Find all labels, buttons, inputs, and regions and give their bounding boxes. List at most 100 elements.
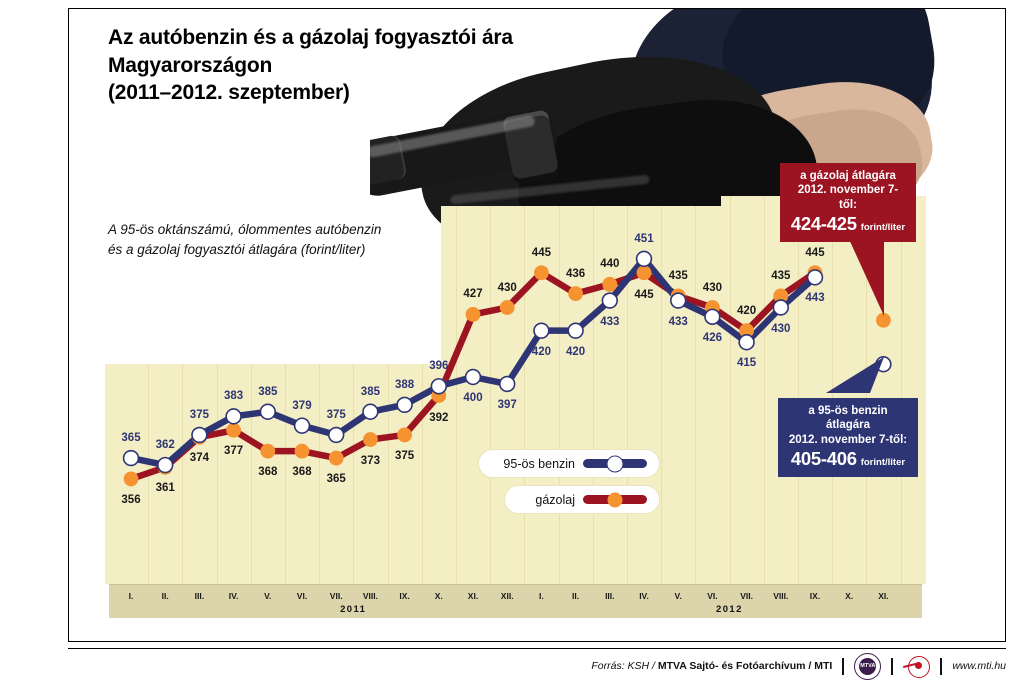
benzin-data-label: 385 [258,385,278,398]
x-axis-tick-label: VII. [740,591,753,601]
benzin-data-point[interactable] [806,269,824,286]
benzin-data-label: 426 [702,331,722,344]
grid-line [626,206,628,584]
gazolaj-data-label: 445 [531,246,551,259]
fuel-nozzle-photo [330,9,950,259]
gazolaj-data-point[interactable] [226,422,241,438]
benzin-data-label: 375 [326,408,346,421]
benzin-data-point[interactable] [669,292,687,309]
gazolaj-data-point[interactable] [534,265,549,281]
benzin-data-label: 415 [737,357,757,370]
benzin-data-label: 385 [360,385,380,398]
gazolaj-data-point[interactable] [294,443,310,459]
gazolaj-data-label: 373 [360,454,380,467]
benzin-data-point[interactable] [499,375,516,393]
gazolaj-data-label: 368 [292,466,312,479]
grid-line [421,364,423,584]
grid-line [661,206,663,584]
legend-item-gazolaj[interactable]: gázolaj [505,486,659,513]
legend-item-benzin[interactable]: 95-ös benzin [479,450,659,477]
gazolaj-data-point[interactable] [773,288,789,304]
mtva-logo-text: MTVA [859,657,877,675]
gazolaj-callout-unit: forint/liter [860,222,906,234]
x-axis-tick-label: V. [674,591,682,601]
grid-line [695,206,697,584]
benzin-data-point[interactable] [259,403,277,420]
benzin-data-point[interactable] [225,408,242,425]
benzin-data-label: 433 [600,315,620,328]
gazolaj-data-point[interactable] [465,307,481,322]
title-line-1: Az autóbenzin és a gázolaj fogyasztói ár… [108,26,513,49]
gazolaj-data-point[interactable] [499,300,515,315]
gazolaj-data-label: 377 [224,445,244,458]
gazolaj-data-label: 420 [737,304,757,317]
benzin-data-label: 451 [634,232,654,245]
gazolaj-data-point[interactable] [260,443,276,459]
benzin-data-point[interactable] [533,322,550,339]
chart-subtitle: A 95-ös oktánszámú, ólommentes autóbenzi… [108,220,488,259]
benzin-data-point[interactable] [635,250,653,268]
benzin-data-point[interactable] [875,356,892,373]
grid-line [319,364,321,584]
x-axis-tick-label: V. [264,591,272,601]
benzin-data-point[interactable] [601,292,618,309]
benzin-data-label: 443 [805,292,825,305]
gazolaj-data-point[interactable] [636,265,652,281]
benzin-data-point[interactable] [362,403,379,420]
plot-bg-segment [721,196,926,584]
benzin-data-point[interactable] [122,449,140,467]
benzin-data-point[interactable] [191,426,208,444]
benzin-data-point[interactable] [156,456,174,474]
benzin-data-point[interactable] [772,299,789,316]
gazolaj-callout-value: 424-425 [790,213,857,235]
mtva-logo-icon: MTVA [854,652,882,680]
benzin-data-point[interactable] [430,378,447,395]
benzin-callout: a 95-ös benzin átlagára 2012. november 7… [778,398,918,478]
x-axis-tick-label: I. [128,591,134,601]
footer-separator-2 [891,657,894,675]
gazolaj-data-point[interactable] [123,471,139,487]
benzin-data-point[interactable] [738,334,755,351]
x-axis-tick-label: III. [605,591,615,601]
x-axis-year-label: 2011 [340,604,367,615]
x-axis-tick-label: III. [194,591,205,601]
benzin-data-label: 433 [668,315,688,328]
gazolaj-data-label: 445 [634,288,654,301]
benzin-data-point[interactable] [704,308,721,325]
grid-line [729,196,731,584]
gazolaj-data-point[interactable] [602,276,618,292]
grid-line [558,206,560,584]
grid-line [490,206,492,584]
benzin-callout-unit: forint/liter [860,457,906,469]
gazolaj-data-point[interactable] [363,432,378,447]
footer-separator-3 [940,657,943,675]
benzin-data-point[interactable] [567,322,584,339]
gazolaj-data-label: 440 [600,258,620,271]
x-axis-tick-label: VII. [329,591,343,601]
benzin-data-point[interactable] [396,396,413,414]
gazolaj-data-point[interactable] [568,286,583,301]
title-line-2: Magyarországon [108,53,273,77]
grid-line [524,206,526,584]
gazolaj-data-point[interactable] [328,450,344,466]
x-axis-tick-label: VI. [707,591,718,601]
x-axis-tick-label: XI. [878,591,889,601]
gazolaj-data-point[interactable] [397,427,412,443]
benzin-data-point[interactable] [293,417,311,434]
gazolaj-data-point[interactable] [739,323,754,339]
x-axis-tick-label: XII. [500,591,514,601]
x-axis-tick-label: VIII. [773,591,789,601]
benzin-data-label: 379 [292,399,312,412]
grid-line [250,364,252,584]
plot-bg-segment [105,364,441,584]
benzin-data-label: 396 [429,360,449,373]
source-prefix: Forrás: KSH / [591,660,658,672]
page-title: Az autóbenzin és a gázolaj fogyasztói ár… [108,24,668,107]
benzin-data-point[interactable] [328,426,345,444]
gazolaj-data-point[interactable] [876,312,891,328]
gazolaj-data-label: 430 [702,281,722,294]
benzin-data-label: 365 [121,432,141,445]
benzin-data-point[interactable] [464,368,482,386]
source-credit: Forrás: KSH / MTVA Sajtó- és Fotóarchívu… [591,660,832,672]
